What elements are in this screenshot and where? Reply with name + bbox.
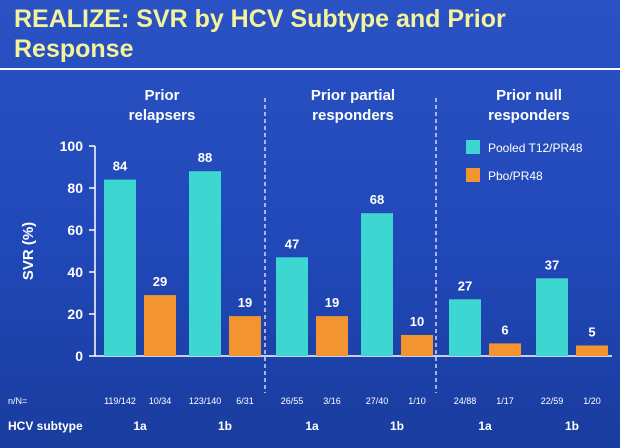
bar-value-label: 19 — [325, 295, 339, 310]
group-label: relapsers — [129, 107, 196, 124]
pbo-bar — [401, 335, 433, 356]
t12-bar — [536, 278, 568, 356]
y-tick-label: 60 — [67, 222, 83, 238]
bar-value-label: 10 — [410, 314, 424, 329]
n-over-n-label: 26/55 — [281, 396, 304, 406]
bar-value-label: 37 — [545, 257, 559, 272]
subtype-row-label: HCV subtype — [8, 419, 83, 433]
y-tick-label: 20 — [67, 306, 83, 322]
subtype-category-label: 1b — [218, 419, 232, 433]
chart-title: REALIZE: SVR by HCV Subtype and Prior Re… — [14, 5, 506, 63]
n-over-n-label: 119/142 — [104, 396, 136, 406]
n-over-n-label: 1/10 — [408, 396, 426, 406]
bar-value-label: 6 — [501, 322, 508, 337]
n-over-n-label: 24/88 — [454, 396, 477, 406]
n-over-n-label: 1/20 — [583, 396, 601, 406]
y-tick-label: 40 — [67, 264, 83, 280]
y-tick-label: 0 — [75, 348, 83, 364]
y-axis-label: SVR (%) — [20, 222, 37, 280]
n-over-n-label: 22/59 — [541, 396, 564, 406]
group-label: responders — [312, 107, 394, 124]
bar-value-label: 47 — [285, 236, 299, 251]
legend-label: Pbo/PR48 — [488, 169, 543, 183]
n-over-n-label: 27/40 — [366, 396, 389, 406]
legend-label: Pooled T12/PR48 — [488, 141, 583, 155]
n-over-n-label: 1/17 — [496, 396, 514, 406]
bar-value-label: 88 — [198, 150, 212, 165]
bar-value-label: 84 — [113, 159, 128, 174]
pbo-bar — [489, 343, 521, 356]
n-over-n-label: 6/31 — [236, 396, 254, 406]
t12-bar — [276, 257, 308, 356]
nn-row-label: n/N= — [8, 396, 27, 406]
bar-value-label: 68 — [370, 192, 384, 207]
group-label: Prior — [144, 87, 179, 104]
subtype-category-label: 1a — [478, 419, 492, 433]
pbo-bar — [576, 345, 608, 356]
legend-swatch — [466, 140, 480, 154]
n-over-n-label: 10/34 — [149, 396, 172, 406]
pbo-bar — [144, 295, 176, 356]
bar-value-label: 5 — [588, 325, 595, 340]
y-tick-label: 80 — [67, 180, 83, 196]
t12-bar — [361, 213, 393, 356]
y-tick-label: 100 — [60, 138, 84, 154]
n-over-n-label: 123/140 — [189, 396, 222, 406]
group-label: responders — [488, 107, 570, 124]
pbo-bar — [229, 316, 261, 356]
t12-bar — [189, 171, 221, 356]
pbo-bar — [316, 316, 348, 356]
subtype-category-label: 1a — [305, 419, 319, 433]
n-over-n-label: 3/16 — [323, 396, 341, 406]
legend-swatch — [466, 168, 480, 182]
subtype-category-label: 1b — [565, 419, 579, 433]
bar-value-label: 19 — [238, 295, 252, 310]
t12-bar — [104, 179, 136, 356]
bar-value-label: 29 — [153, 274, 167, 289]
subtype-category-label: 1b — [390, 419, 404, 433]
group-label: Prior partial — [311, 87, 395, 104]
bar-value-label: 27 — [458, 278, 472, 293]
t12-bar — [449, 299, 481, 356]
group-label: Prior null — [496, 87, 562, 104]
subtype-category-label: 1a — [133, 419, 147, 433]
title-divider — [0, 68, 620, 70]
